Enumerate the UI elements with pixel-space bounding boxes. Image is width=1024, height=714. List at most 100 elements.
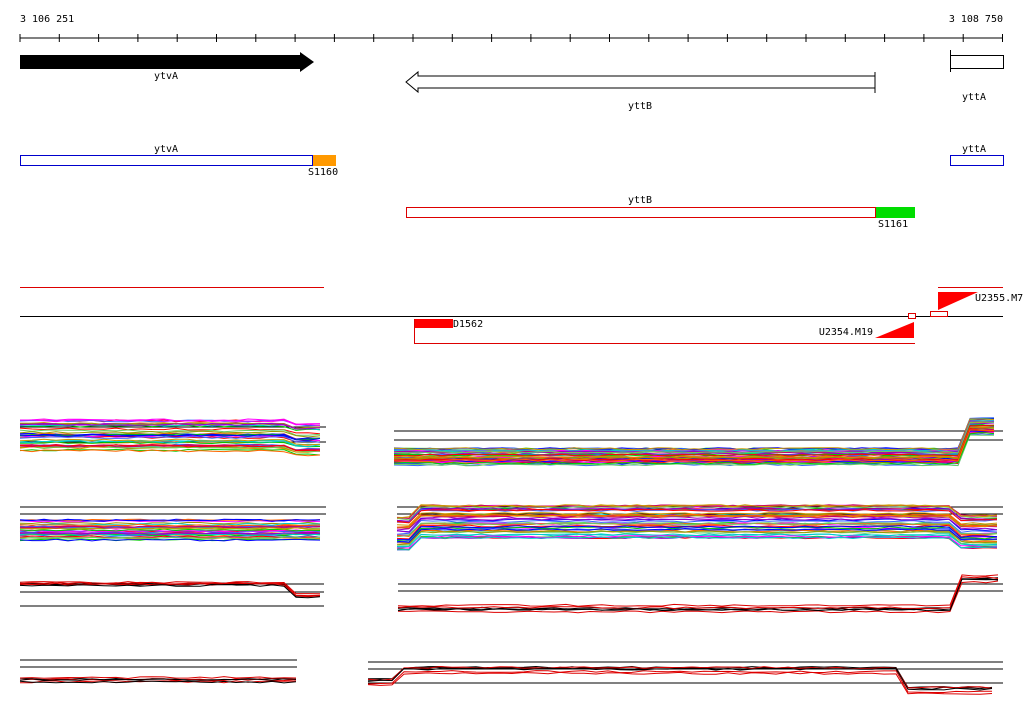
transcript-label: yttB	[628, 195, 652, 206]
trace	[393, 421, 995, 454]
trace	[19, 427, 321, 435]
trace	[396, 527, 997, 543]
trace	[19, 430, 321, 438]
trace	[19, 419, 321, 427]
site-box	[313, 155, 336, 166]
trace	[19, 538, 321, 542]
trace	[19, 528, 321, 532]
trace	[393, 429, 995, 462]
trace	[19, 433, 321, 441]
trace	[19, 444, 321, 452]
trace	[19, 581, 321, 597]
trace	[397, 574, 999, 607]
feature-label: U2355.M7	[975, 293, 1023, 304]
trace	[19, 438, 321, 446]
trace	[396, 530, 998, 546]
ruler-start: 3 106 251	[20, 14, 74, 25]
trace	[19, 532, 321, 535]
trace	[19, 527, 321, 531]
trace	[397, 576, 999, 610]
trace	[19, 581, 321, 595]
feature-label: D1562	[453, 319, 483, 330]
trace	[19, 676, 297, 680]
feature-flag	[875, 322, 914, 338]
transcript-label: ytvA	[154, 144, 178, 155]
trace	[19, 535, 320, 539]
site-box	[876, 207, 915, 218]
transcript-box	[950, 155, 1004, 166]
trace	[396, 535, 998, 549]
trace	[397, 580, 999, 614]
trace	[367, 667, 993, 691]
trace	[393, 424, 995, 457]
trace	[396, 525, 998, 541]
trace	[396, 533, 998, 547]
trace	[19, 521, 321, 525]
trace	[396, 507, 998, 522]
trace	[396, 513, 998, 528]
trace	[19, 534, 321, 538]
trace	[393, 433, 995, 467]
trace	[393, 426, 995, 460]
trace	[393, 420, 995, 452]
trace	[19, 536, 321, 540]
trace	[396, 536, 998, 550]
feature-box	[414, 319, 453, 328]
feature-box	[908, 313, 916, 319]
trace	[393, 419, 995, 453]
trace	[19, 422, 320, 430]
gene-label: ytvA	[154, 71, 178, 82]
trace	[19, 440, 321, 448]
trace	[19, 529, 321, 533]
trace	[19, 518, 321, 522]
feature-box	[930, 311, 948, 317]
trace	[393, 418, 995, 451]
ruler-ticks	[19, 34, 1003, 42]
trace	[19, 439, 321, 446]
trace	[19, 583, 321, 599]
trace	[367, 670, 992, 693]
gene-label: yttA	[962, 92, 986, 103]
trace	[397, 578, 999, 612]
trace	[396, 517, 998, 533]
trace	[367, 671, 993, 695]
trace	[19, 525, 321, 529]
transcript-box	[20, 155, 313, 166]
feature-flag	[938, 292, 978, 310]
trace	[397, 535, 998, 551]
trace	[19, 680, 297, 684]
trace	[367, 665, 993, 689]
trace	[19, 678, 297, 682]
trace	[19, 418, 321, 425]
trace	[393, 417, 995, 451]
trace	[19, 436, 321, 443]
trace	[393, 419, 995, 452]
trace	[396, 508, 997, 524]
trace	[19, 422, 321, 430]
trace	[19, 433, 321, 441]
site-label: S1161	[878, 219, 908, 230]
trace	[396, 504, 998, 519]
trace	[20, 445, 321, 452]
trace	[393, 419, 995, 452]
trace	[19, 429, 321, 436]
expression-traces	[19, 417, 1003, 695]
trace	[396, 529, 998, 544]
site-label: S1160	[308, 167, 338, 178]
gene-arrow	[405, 70, 876, 94]
transcript-box	[406, 207, 876, 218]
trace	[393, 417, 995, 451]
transcript-label: yttA	[962, 144, 986, 155]
gene-box	[950, 55, 1004, 69]
trace	[393, 418, 995, 451]
gene-label: yttB	[628, 101, 652, 112]
trace	[19, 449, 321, 457]
trace	[396, 519, 998, 535]
trace	[396, 522, 998, 538]
trace	[393, 420, 995, 453]
gene-arrow	[20, 52, 314, 72]
trace	[393, 432, 995, 465]
ruler-end: 3 108 750	[949, 14, 1003, 25]
trace	[19, 532, 321, 537]
